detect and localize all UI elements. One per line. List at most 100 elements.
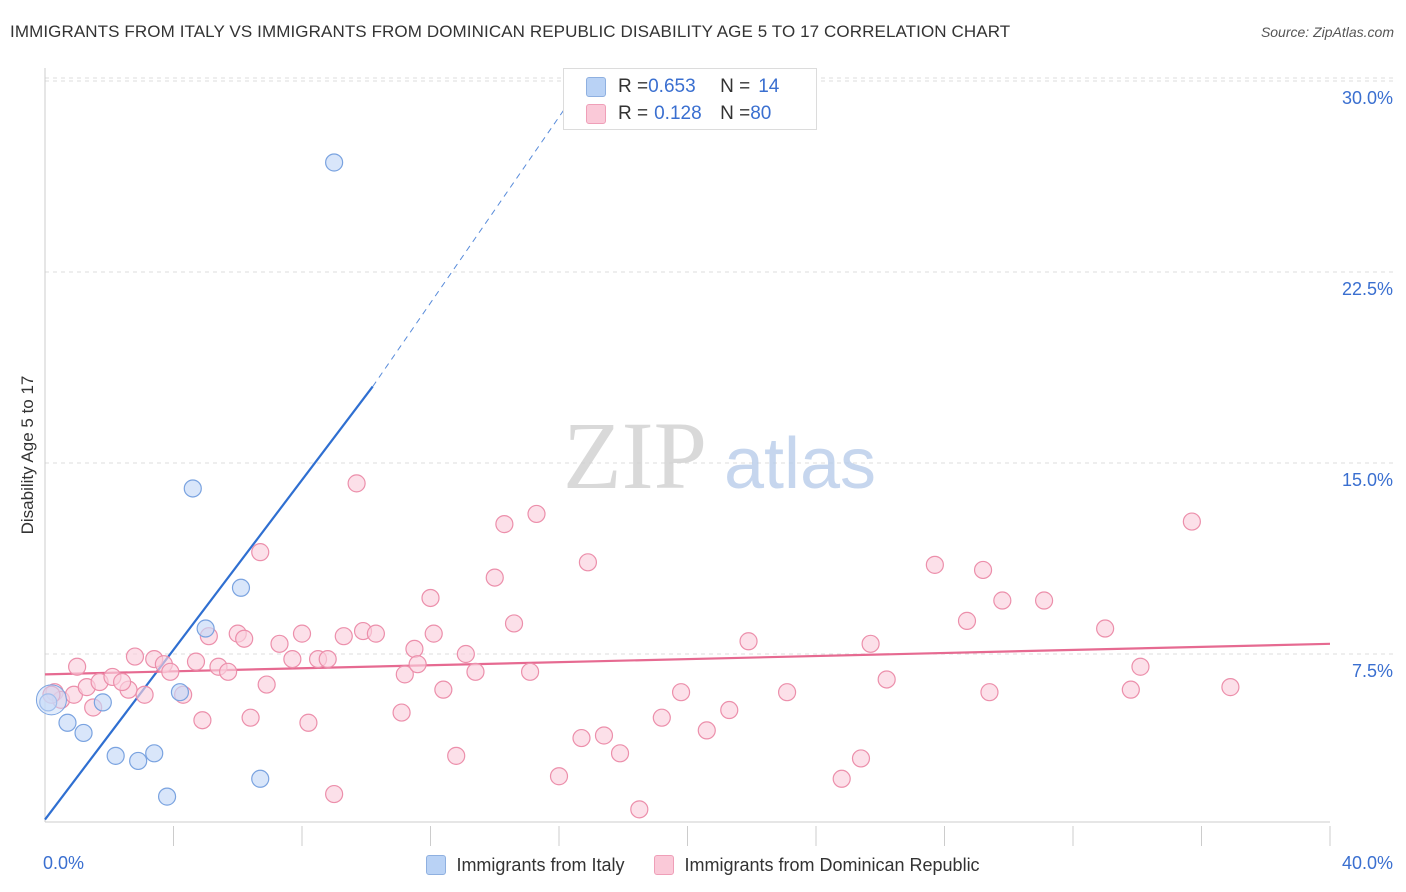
point-italy	[145, 744, 164, 763]
point-dominican	[334, 627, 353, 646]
point-italy	[196, 619, 215, 638]
point-dominican	[112, 672, 132, 692]
point-dominican	[630, 800, 649, 819]
point-dominican	[652, 708, 671, 727]
stats-legend: R = 0.653 N = 14 R = 0.128 N = 80	[563, 68, 817, 130]
legend-item-italy[interactable]: Immigrants from Italy	[426, 855, 624, 876]
point-dominican	[520, 662, 540, 681]
watermark-atlas: atlas	[724, 424, 876, 504]
y-tick-label: 22.5%	[1342, 279, 1393, 299]
dominican-swatch	[586, 104, 606, 124]
legend-label-italy: Immigrants from Italy	[456, 854, 625, 875]
point-dominican	[447, 746, 466, 765]
point-dominican	[421, 588, 440, 608]
point-dominican	[504, 614, 524, 633]
point-italy	[251, 769, 270, 788]
axes	[44, 68, 1331, 846]
point-dominican	[851, 749, 871, 768]
point-dominican	[235, 629, 254, 648]
point-dominican	[251, 543, 270, 562]
x-tick-labels: 0.0% 40.0%	[43, 853, 1393, 873]
point-dominican	[395, 665, 414, 684]
point-dominican	[671, 683, 691, 702]
point-dominican	[456, 644, 475, 664]
point-dominican	[720, 700, 739, 720]
trend-line-1	[44, 642, 1331, 676]
stats-row-dominican: R = 0.128 N = 80	[586, 101, 771, 127]
x-tick-label: 0.0%	[43, 853, 84, 873]
point-dominican	[739, 632, 758, 651]
point-dominican	[485, 568, 504, 587]
point-dominican	[993, 591, 1012, 610]
point-dominican	[877, 670, 896, 689]
point-dominican	[219, 662, 238, 681]
legend-label-dominican: Immigrants from Dominican Republic	[684, 854, 980, 875]
point-dominican	[1096, 619, 1115, 638]
point-dominican	[283, 649, 302, 669]
point-italy	[74, 723, 93, 743]
italy-swatch	[586, 77, 606, 97]
point-italy-cluster	[35, 684, 67, 716]
point-dominican	[1182, 512, 1201, 531]
point-italy	[170, 683, 190, 702]
legend-swatch-dominican	[654, 855, 675, 875]
point-dominican	[594, 726, 614, 745]
point-dominican	[925, 555, 944, 574]
point-dominican	[697, 721, 716, 740]
legend-swatch-italy	[426, 855, 447, 875]
source-credit: Source: ZipAtlas.com	[1260, 24, 1394, 40]
italy-n-value: 14	[758, 76, 780, 97]
point-dominican	[135, 685, 154, 704]
point-dominican	[980, 683, 999, 702]
grid-lines	[45, 77, 1395, 655]
data-points	[35, 153, 1240, 819]
point-italy	[106, 746, 125, 765]
point-italy	[183, 479, 202, 498]
y-tick-label: 15.0%	[1342, 470, 1393, 490]
stats-row-italy: R = 0.653 N = 14	[586, 74, 779, 100]
point-dominican	[1034, 591, 1054, 610]
point-dominican	[424, 624, 443, 643]
dominican-n-value: 80	[750, 103, 772, 124]
point-dominican	[161, 662, 180, 681]
trend-line-0	[44, 385, 374, 821]
point-dominican	[434, 680, 453, 699]
point-dominican	[270, 634, 289, 653]
y-tick-label: 30.0%	[1342, 88, 1393, 108]
point-italy	[157, 787, 177, 806]
point-dominican	[125, 647, 145, 666]
y-tick-labels: 7.5% 15.0% 22.5% 30.0%	[1342, 88, 1393, 681]
point-italy	[325, 153, 344, 172]
point-dominican	[973, 560, 993, 580]
point-dominican	[861, 634, 880, 653]
trend-lines	[44, 93, 1331, 821]
point-dominican	[832, 769, 851, 788]
y-axis-label: Disability Age 5 to 17	[18, 376, 37, 535]
point-dominican	[241, 708, 260, 727]
point-dominican	[292, 624, 312, 643]
legend-item-dominican[interactable]: Immigrants from Dominican Republic	[654, 854, 980, 876]
point-dominican	[193, 711, 212, 730]
x-tick-label: 40.0%	[1342, 853, 1393, 873]
point-dominican	[366, 624, 385, 643]
point-italy	[93, 693, 112, 712]
point-dominican	[1131, 657, 1150, 676]
point-italy	[231, 578, 251, 597]
point-dominican	[405, 639, 424, 659]
point-dominican	[257, 675, 276, 694]
point-dominican	[408, 655, 427, 674]
watermark-zip: ZIP	[563, 402, 707, 509]
point-dominican	[495, 515, 514, 534]
point-dominican	[777, 683, 797, 702]
dominican-r-label: R =	[618, 103, 649, 124]
dominican-r-value: 0.128	[654, 103, 702, 124]
point-dominican	[1121, 680, 1140, 699]
italy-r-value: 0.653	[648, 76, 696, 97]
point-dominican	[347, 474, 366, 493]
trend-line-extension-0	[372, 93, 576, 387]
point-dominican	[68, 657, 87, 676]
chart-title: IMMIGRANTS FROM ITALY VS IMMIGRANTS FROM…	[10, 22, 1011, 41]
italy-r-label: R =	[618, 76, 649, 97]
point-dominican	[572, 728, 591, 748]
